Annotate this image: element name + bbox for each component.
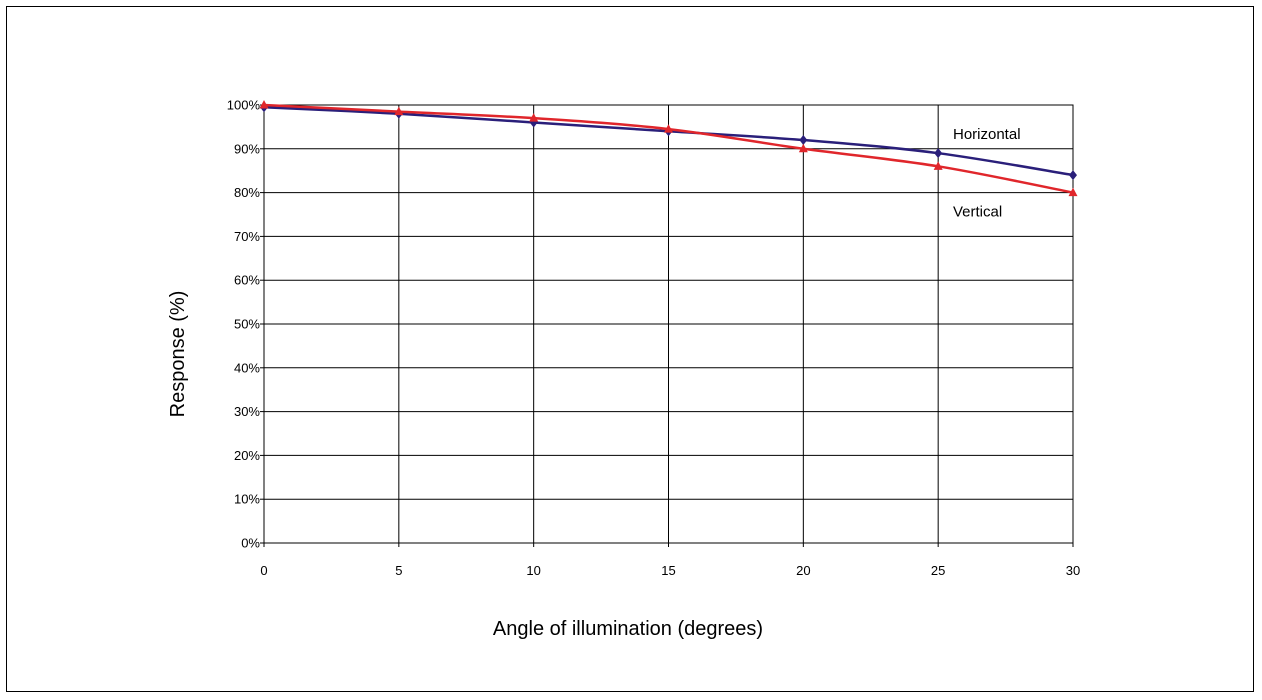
vertical-series-label: Vertical	[953, 204, 1002, 221]
vertical-point	[798, 143, 808, 153]
y-tick-label: 70%	[234, 229, 260, 244]
y-tick-label: 90%	[234, 141, 260, 156]
y-tick-label: 0%	[241, 536, 260, 551]
series-group: Horizontal Vertical	[259, 100, 1078, 221]
y-tick-label: 60%	[234, 273, 260, 288]
y-tick-label: 80%	[234, 185, 260, 200]
x-axis-title: Angle of illumination (degrees)	[493, 618, 763, 640]
x-tick-label: 30	[1066, 563, 1080, 578]
vertical-point	[394, 106, 404, 116]
horizontal-point	[934, 148, 943, 159]
x-tick-label: 25	[931, 563, 945, 578]
x-axis-ticks: 0 5 10 15 20 25 30	[260, 543, 1080, 578]
vertical-point	[259, 100, 269, 109]
y-tick-label: 20%	[234, 448, 260, 463]
y-tick-label: 10%	[234, 492, 260, 507]
x-tick-label: 15	[661, 563, 675, 578]
horizontal-series-label: Horizontal	[953, 126, 1021, 143]
y-tick-label: 100%	[227, 98, 261, 113]
x-tick-label: 10	[526, 563, 540, 578]
horizontal-point	[1069, 170, 1077, 181]
x-tick-label: 0	[260, 563, 267, 578]
vertical-point	[1068, 187, 1078, 197]
y-axis-ticks: 0% 10% 20% 30% 40% 50% 60% 70% 80% 90% 100%	[227, 98, 264, 551]
chart-frame	[6, 6, 1254, 692]
vertical-point	[664, 124, 673, 133]
vertical-point	[933, 161, 943, 170]
grid-lines	[263, 104, 1074, 544]
x-tick-label: 5	[395, 563, 402, 578]
y-tick-label: 50%	[234, 317, 260, 332]
vertical-point	[529, 113, 539, 122]
x-tick-label: 20	[796, 563, 810, 578]
y-axis-title: Response (%)	[167, 291, 189, 418]
horizontal-point	[799, 135, 808, 146]
y-tick-label: 40%	[234, 360, 260, 375]
y-tick-label: 30%	[234, 404, 260, 419]
